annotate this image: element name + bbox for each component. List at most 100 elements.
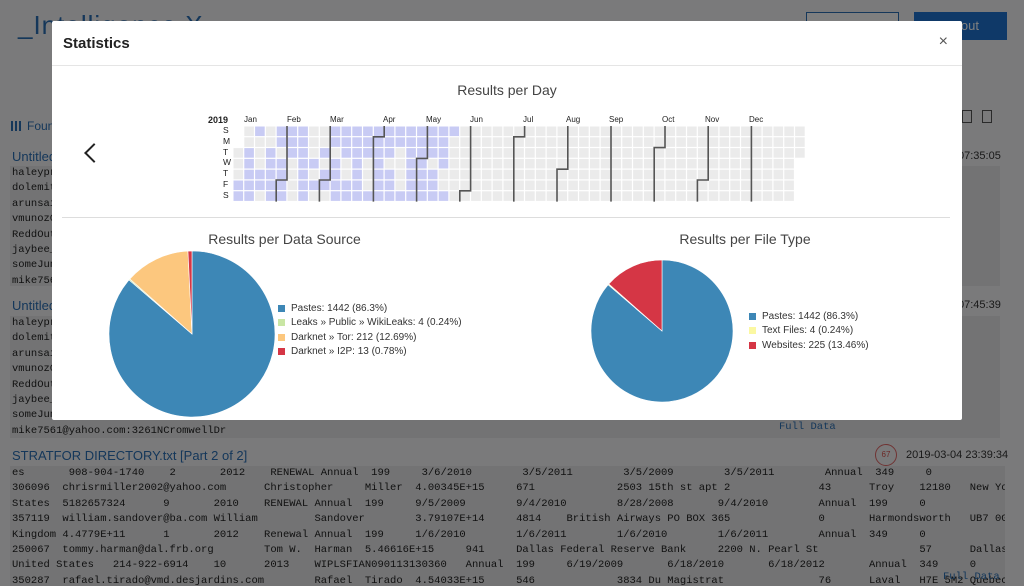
calendar-day-cell	[600, 169, 611, 180]
calendar-day-cell	[535, 148, 546, 158]
calendar-day-cell	[287, 191, 298, 201]
calendar-day-cell	[352, 191, 362, 201]
calendar-day-cell	[557, 137, 568, 147]
calendar-day-cell	[784, 126, 794, 137]
calendar-day-cell	[687, 180, 697, 191]
calendar-day-cell	[471, 169, 481, 180]
calendar-day-cell	[417, 126, 427, 137]
calendar-day-cell	[427, 180, 438, 191]
calendar-day-cell	[395, 169, 406, 180]
calendar-day-cell	[719, 158, 730, 169]
calendar-day-cell	[643, 180, 654, 191]
calendar-day-cell	[449, 148, 460, 158]
calendar-day-cell	[665, 158, 676, 169]
legend-label: Pastes: 1442 (86.3%)	[291, 302, 388, 314]
calendar-day-cell	[384, 191, 395, 201]
calendar-day-cell	[503, 148, 514, 158]
calendar-day-cell	[741, 158, 751, 169]
calendar-month-label: Mar	[330, 115, 344, 124]
calendar-day-cell	[492, 137, 503, 147]
calendar-day-cell	[697, 126, 708, 137]
calendar-day-cell	[276, 169, 287, 180]
calendar-day-cell	[687, 148, 697, 158]
pie-slice	[129, 250, 193, 335]
results-per-day-title: Results per Day	[457, 82, 557, 98]
calendar-day-cell	[600, 148, 611, 158]
calendar-day-cell	[795, 137, 805, 147]
calendar-day-cell	[319, 137, 330, 147]
calendar-day-cell	[276, 148, 287, 158]
calendar-day-cell	[525, 158, 535, 169]
calendar-day-cell	[762, 180, 773, 191]
calendar-day-cell	[503, 137, 514, 147]
calendar-day-cell	[427, 169, 438, 180]
calendar-day-cell	[676, 126, 686, 137]
calendar-day-cell	[330, 137, 341, 147]
calendar-day-cell	[460, 191, 470, 201]
calendar-day-cell	[427, 148, 438, 158]
calendar-day-cell	[568, 137, 578, 147]
calendar-day-cell	[330, 191, 341, 201]
calendar-day-cell	[730, 148, 740, 158]
modal-header: Statistics ×	[52, 21, 962, 66]
calendar-day-cell	[579, 126, 589, 137]
calendar-day-cell	[708, 158, 719, 169]
calendar-day-cell	[309, 180, 319, 191]
calendar-day-cell	[503, 169, 514, 180]
calendar-day-cell	[643, 126, 654, 137]
calendar-day-cell	[481, 180, 492, 191]
close-icon[interactable]: ×	[938, 33, 948, 50]
calendar-day-cell	[287, 169, 298, 180]
calendar-day-cell	[546, 148, 557, 158]
calendar-day-cell	[589, 158, 600, 169]
calendar-day-cell	[535, 180, 546, 191]
calendar-day-cell	[492, 191, 503, 201]
calendar-day-cell	[244, 169, 254, 180]
calendar-day-cell	[751, 137, 762, 147]
calendar-month-label: Jul	[523, 115, 534, 124]
calendar-day-cell	[438, 148, 449, 158]
calendar-day-cell	[730, 180, 740, 191]
calendar-month-label: Aug	[566, 115, 581, 124]
calendar-day-cell	[244, 126, 254, 137]
calendar-day-cell	[535, 191, 546, 201]
calendar-day-cell	[244, 191, 254, 201]
legend-label: Leaks » Public » WikiLeaks: 4 (0.24%)	[291, 317, 462, 329]
calendar-day-label: F	[223, 179, 229, 189]
calendar-day-cell	[427, 158, 438, 169]
calendar-day-cell	[276, 191, 287, 201]
calendar-day-cell	[384, 137, 395, 147]
calendar-day-cell	[514, 158, 524, 169]
calendar-day-cell	[514, 191, 524, 201]
calendar-day-cell	[309, 158, 319, 169]
calendar-day-cell	[579, 137, 589, 147]
calendar-day-cell	[503, 191, 514, 201]
calendar-day-cell	[773, 148, 784, 158]
calendar-day-cell	[363, 148, 373, 158]
calendar-day-cell	[406, 191, 416, 201]
calendar-day-cell	[643, 158, 654, 169]
calendar-day-cell	[751, 169, 762, 180]
calendar-day-cell	[633, 148, 643, 158]
month-boundary	[653, 126, 666, 202]
calendar-day-cell	[363, 158, 373, 169]
calendar-day-cell	[557, 158, 568, 169]
calendar-day-cell	[676, 148, 686, 158]
calendar-day-cell	[622, 137, 632, 147]
calendar-day-cell	[719, 148, 730, 158]
calendar-day-cell	[363, 191, 373, 201]
legend-swatch	[749, 341, 756, 349]
calendar-day-label: M	[223, 135, 231, 146]
calendar-day-cell	[697, 148, 708, 158]
calendar-day-cell	[276, 158, 287, 169]
calendar-day-cell	[579, 158, 589, 169]
month-boundary	[275, 126, 288, 202]
calendar-day-cell	[492, 169, 503, 180]
month-boundary	[459, 126, 472, 202]
calendar-day-cell	[481, 137, 492, 147]
calendar-day-cell	[633, 137, 643, 147]
calendar-day-cell	[395, 191, 406, 201]
calendar-day-cell	[730, 191, 740, 201]
calendar-day-cell	[255, 126, 265, 137]
calendar-day-cell	[622, 180, 632, 191]
